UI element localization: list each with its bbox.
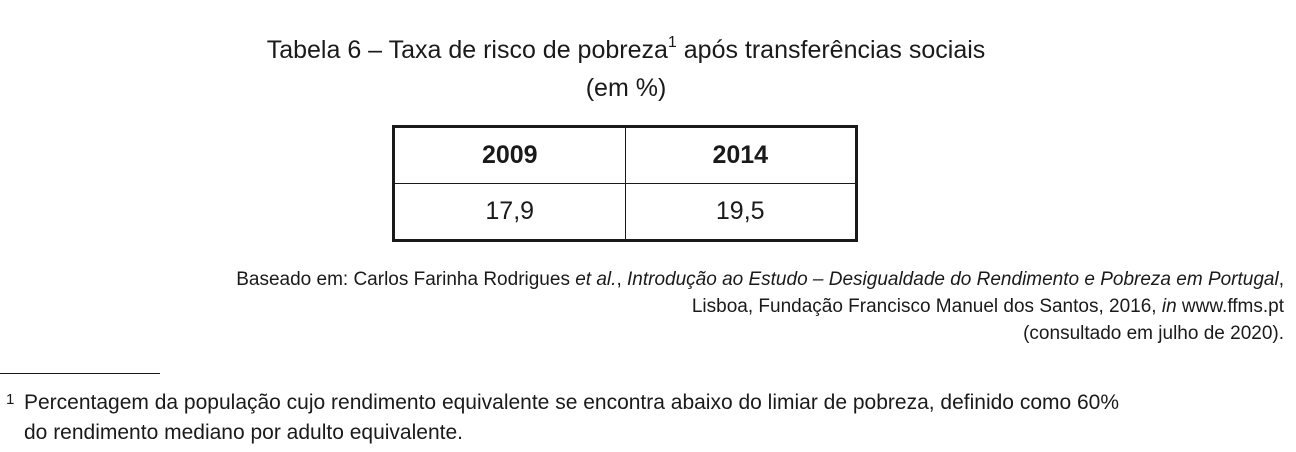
footnote-divider [0,373,160,374]
header-cell-2009: 2009 [393,126,626,184]
footnote-line-1: Percentagem da população cujo rendimento… [24,391,1120,414]
value-cell-2014: 19,5 [624,183,857,241]
footnote: 1 Percentagem da população cujo rendimen… [0,388,1290,448]
table-title-rest: após transferências sociais [676,36,986,64]
footnote-line-2: do rendimento mediano por adulto equival… [24,421,463,444]
table-title-main: Tabela 6 – Taxa de risco de pobreza [266,36,668,64]
source-line-2: Lisboa, Fundação Francisco Manuel dos Sa… [691,296,1284,317]
value-cell-2009: 17,9 [393,183,626,241]
table-header-row: 2009 2014 [393,126,857,184]
table-unit: (em %) [585,74,667,102]
source-line-1: Baseado em: Carlos Farinha Rodrigues et … [236,269,1284,290]
poverty-rate-table: 2009 2014 17,9 19,5 [392,125,858,242]
footnote-mark: 1 [6,391,15,408]
table-row: 17,9 19,5 [393,183,857,241]
source-citation: Baseado em: Carlos Farinha Rodrigues et … [236,266,1284,347]
source-line-3: (consultado em julho de 2020). [1023,323,1284,344]
source-url: www.ffms.pt [1176,296,1284,317]
footnote-reference: 1 [667,33,677,51]
header-cell-2014: 2014 [624,126,857,184]
source-book-title: Introdução ao Estudo – Desigualdade do R… [627,269,1279,290]
table-title: Tabela 6 – Taxa de risco de pobreza1 apó… [0,34,1252,66]
